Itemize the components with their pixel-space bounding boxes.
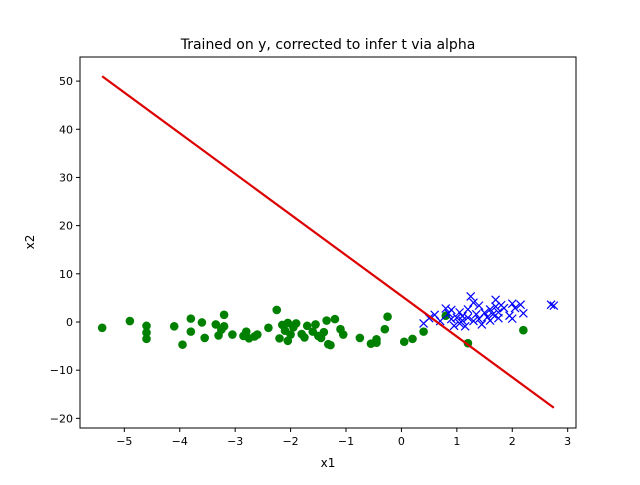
x-tick-label: 3 xyxy=(564,435,571,448)
data-point-x xyxy=(549,301,559,311)
x-tick-label: 1 xyxy=(453,435,460,448)
data-point-x xyxy=(474,301,484,311)
x-tick-label: −3 xyxy=(227,435,243,448)
data-point-x xyxy=(485,316,495,325)
data-point-x xyxy=(466,292,476,301)
data-point-circle xyxy=(326,340,335,350)
data-point-x xyxy=(477,319,487,329)
data-point-x xyxy=(518,308,528,318)
y-tick-label: −10 xyxy=(50,364,73,377)
decision-line xyxy=(101,75,555,409)
data-point-x xyxy=(507,314,517,324)
x-tick-label: −2 xyxy=(282,435,298,448)
data-point-circle xyxy=(330,314,340,324)
x-axis-ticks: −5 −4 −3 −2 −1 0 1 2 3 xyxy=(116,428,571,448)
y-tick-label: −20 xyxy=(50,412,73,425)
x-tick-label: 2 xyxy=(509,435,516,448)
y-axis-label: x2 xyxy=(23,235,37,250)
y-axis-ticks: −20 −10 0 10 20 30 40 50 xyxy=(50,75,80,425)
data-point-circle xyxy=(142,321,151,331)
data-point-x xyxy=(469,316,478,326)
x-tick-label: −4 xyxy=(172,435,188,448)
y-tick-label: 40 xyxy=(59,123,73,136)
data-point-circle xyxy=(311,320,320,329)
data-point-circle xyxy=(419,327,428,336)
data-point-x xyxy=(488,309,498,319)
data-point-x xyxy=(471,309,481,319)
data-point-x xyxy=(546,300,556,310)
data-point-circle xyxy=(300,333,309,342)
data-point-x xyxy=(499,303,509,313)
y-tick-label: 20 xyxy=(59,220,73,233)
data-point-circle xyxy=(142,328,151,337)
data-point-circle xyxy=(186,327,196,336)
data-point-circle xyxy=(125,316,135,326)
data-point-circle xyxy=(319,327,329,337)
data-point-x xyxy=(460,321,470,331)
data-point-circle xyxy=(408,334,417,344)
data-point-circle xyxy=(228,330,237,339)
y-tick-label: 50 xyxy=(59,75,73,88)
data-point-x xyxy=(455,307,465,317)
data-point-circle xyxy=(241,327,251,336)
data-point-circle xyxy=(272,305,282,315)
data-point-x xyxy=(441,304,451,313)
x-tick-label: 0 xyxy=(398,435,405,448)
data-point-circle xyxy=(264,323,273,333)
data-point-circle xyxy=(186,314,196,323)
data-point-x xyxy=(480,308,489,318)
data-point-x xyxy=(457,316,467,325)
data-point-circle xyxy=(197,318,207,327)
chart-title: Trained on y, corrected to infer t via a… xyxy=(180,37,476,53)
data-point-circle xyxy=(253,330,262,339)
data-point-circle xyxy=(355,333,365,343)
data-point-circle xyxy=(200,333,209,343)
data-point-x xyxy=(469,298,478,308)
data-point-x xyxy=(463,305,473,314)
data-point-circle xyxy=(372,338,381,348)
data-point-x xyxy=(457,311,467,321)
data-point-circle xyxy=(302,321,312,331)
data-point-x xyxy=(507,299,517,309)
data-point-circle xyxy=(219,322,229,331)
data-point-circle xyxy=(399,337,409,347)
data-point-circle xyxy=(338,330,348,339)
data-point-circle xyxy=(169,322,179,331)
data-point-circle xyxy=(142,334,151,344)
data-point-circle xyxy=(219,310,229,320)
data-point-x xyxy=(463,313,473,323)
data-point-x xyxy=(485,305,495,314)
data-point-circle xyxy=(211,320,221,329)
y-tick-label: 10 xyxy=(59,268,73,281)
data-point-circle xyxy=(275,334,284,343)
data-point-circle xyxy=(380,324,390,334)
y-tick-label: 30 xyxy=(59,171,73,184)
data-marks xyxy=(97,75,559,409)
data-point-x xyxy=(510,303,520,313)
data-point-circle xyxy=(383,312,392,322)
plot-frame xyxy=(79,56,577,429)
data-point-circle xyxy=(97,323,107,333)
data-point-circle xyxy=(178,340,187,349)
data-point-circle xyxy=(291,319,301,328)
data-point-circle xyxy=(322,316,331,325)
data-point-x xyxy=(516,300,526,310)
data-point-x xyxy=(493,307,503,317)
data-point-circle xyxy=(286,330,295,339)
data-point-x xyxy=(446,305,456,315)
x-tick-label: −1 xyxy=(338,435,354,448)
data-point-x xyxy=(491,302,501,312)
data-point-x xyxy=(449,321,459,331)
y-tick-label: 0 xyxy=(66,316,73,329)
data-point-circle xyxy=(519,325,528,335)
x-tick-label: −5 xyxy=(116,435,132,448)
x-axis-label: x1 xyxy=(321,456,336,470)
data-point-x xyxy=(452,313,462,323)
data-point-x xyxy=(446,314,456,324)
